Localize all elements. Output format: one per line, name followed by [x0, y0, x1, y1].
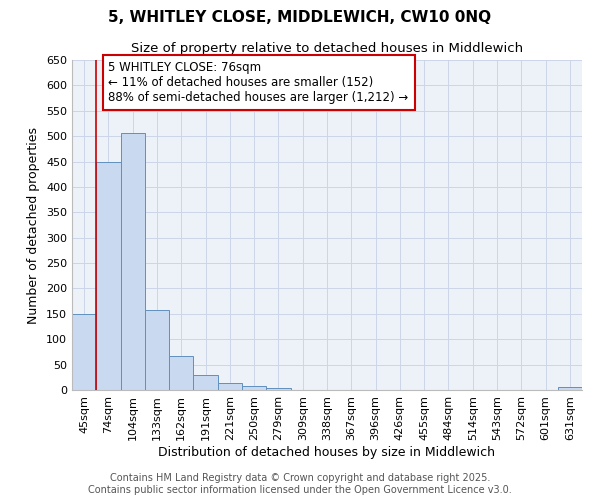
- Bar: [169, 356, 193, 390]
- Text: 5 WHITLEY CLOSE: 76sqm
← 11% of detached houses are smaller (152)
88% of semi-de: 5 WHITLEY CLOSE: 76sqm ← 11% of detached…: [109, 61, 409, 104]
- Title: Size of property relative to detached houses in Middlewich: Size of property relative to detached ho…: [131, 42, 523, 54]
- Bar: [218, 384, 242, 390]
- Bar: [121, 132, 145, 390]
- Bar: [96, 162, 121, 390]
- X-axis label: Distribution of detached houses by size in Middlewich: Distribution of detached houses by size …: [158, 446, 496, 458]
- Bar: [193, 375, 218, 390]
- Bar: [558, 388, 582, 390]
- Bar: [72, 314, 96, 390]
- Y-axis label: Number of detached properties: Number of detached properties: [28, 126, 40, 324]
- Text: 5, WHITLEY CLOSE, MIDDLEWICH, CW10 0NQ: 5, WHITLEY CLOSE, MIDDLEWICH, CW10 0NQ: [109, 10, 491, 25]
- Bar: [266, 388, 290, 390]
- Text: Contains HM Land Registry data © Crown copyright and database right 2025.
Contai: Contains HM Land Registry data © Crown c…: [88, 474, 512, 495]
- Bar: [242, 386, 266, 390]
- Bar: [145, 310, 169, 390]
